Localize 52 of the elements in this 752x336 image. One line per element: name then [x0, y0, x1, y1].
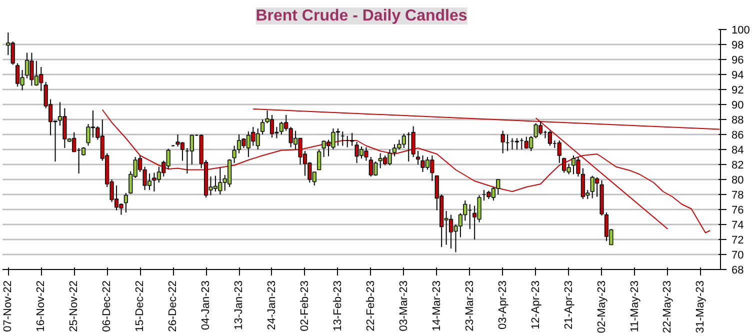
x-tick-label: 16-Nov-22 [35, 280, 48, 332]
x-tick-label: 14-Mar-23 [430, 280, 443, 332]
y-tick-label: 70 [732, 250, 744, 262]
candlestick [604, 212, 609, 242]
y-tick-label: 88 [732, 114, 744, 126]
candlestick [514, 138, 520, 150]
x-tick-label: 21-Apr-23 [562, 280, 575, 330]
x-tick-label: 02-May-23 [596, 280, 608, 334]
y-tick-label: 74 [732, 220, 744, 232]
y-tick-label: 80 [732, 174, 744, 186]
candlestick [317, 149, 322, 170]
x-tick-label: 02-Feb-23 [298, 280, 311, 332]
y-tick-label: 86 [732, 130, 744, 142]
y-tick-label: 96 [732, 54, 744, 66]
x-tick-label: 07-Nov-22 [2, 280, 14, 332]
line-series [102, 109, 711, 234]
y-tick-label: 72 [732, 234, 744, 246]
chart-title: Brent Crude - Daily Candles [256, 8, 468, 24]
x-tick-label: 31-May-23 [694, 280, 707, 334]
y-tick-label: 92 [732, 84, 744, 96]
x-tick-label: 03-Mar-23 [398, 280, 410, 332]
y-tick-label: 82 [732, 160, 744, 172]
y-tick-label: 68 [732, 264, 744, 276]
y-tick-label: 84 [732, 144, 744, 156]
x-tick-label: 04-Jan-23 [200, 280, 212, 330]
x-tick-label: 24-Jan-23 [266, 280, 278, 330]
x-tick-label: 22-May-23 [662, 280, 674, 334]
candlestick [411, 126, 416, 158]
y-tick-label: 98 [732, 40, 744, 52]
candlestick [124, 192, 128, 213]
candlestick [232, 145, 236, 164]
y-tick-label: 78 [732, 190, 744, 202]
x-tick-label: 15-Dec-22 [134, 280, 146, 332]
x-tick-label: 22-Feb-23 [364, 280, 377, 332]
y-tick-label: 94 [732, 70, 744, 82]
candlestick [392, 144, 397, 157]
x-tick-label: 06-Dec-22 [101, 280, 114, 332]
candlestick [260, 119, 265, 135]
y-tick-label: 90 [732, 100, 744, 112]
x-tick-label: 12-Apr-23 [530, 280, 542, 330]
x-tick-label: 13-Feb-23 [332, 280, 344, 332]
candlestick [500, 130, 505, 154]
x-tick-label: 03-Apr-23 [496, 280, 509, 330]
x-tick-label: 26-Dec-22 [167, 280, 180, 332]
candlestick [416, 150, 420, 165]
x-tick-label: 13-Jan-23 [233, 280, 246, 330]
x-tick-label: 11-May-23 [628, 280, 641, 332]
y-tick-label: 76 [732, 204, 744, 216]
x-tick-label: 25-Nov-22 [68, 280, 80, 332]
y-tick-label: 100 [732, 24, 750, 36]
x-tick-label: 23-Mar-23 [464, 280, 476, 332]
candlestick [557, 140, 562, 164]
